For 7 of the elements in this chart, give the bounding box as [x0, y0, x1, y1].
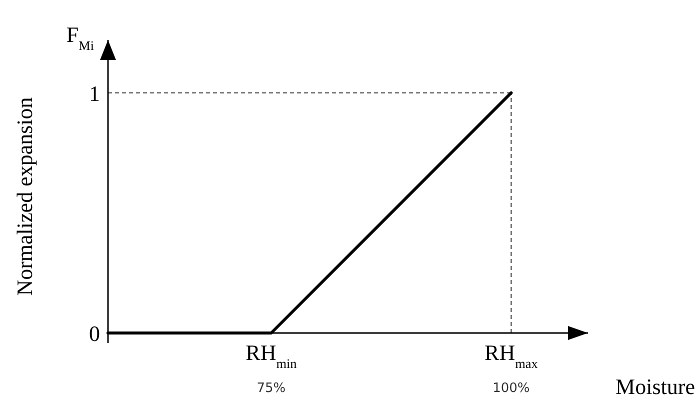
x-tick-label: RH$_{min}$ 75% [246, 340, 298, 396]
y-tick-label: 0 [89, 321, 100, 346]
y-tick-label: 1 [89, 80, 100, 106]
x-axis-title: Moisture [616, 374, 695, 399]
y-axis-title: Normalized expansion [12, 97, 37, 296]
text: F$_{Mi}$ [66, 22, 94, 52]
x-tick-label: RH$_{max}$ 100% [484, 340, 538, 396]
